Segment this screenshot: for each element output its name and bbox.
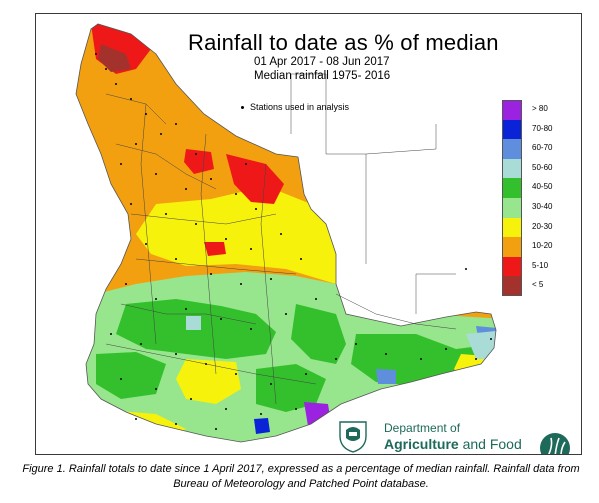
legend-label: 70-80 — [532, 123, 553, 133]
legend-label: 10-20 — [532, 241, 553, 251]
logo-line2-bold: Agriculture — [384, 436, 459, 452]
station-dot-icon — [241, 106, 244, 110]
logo-line2: Agriculture and Food — [384, 436, 522, 452]
date-range: 01 Apr 2017 - 08 Jun 2017 — [254, 56, 390, 68]
legend-swatch — [502, 237, 522, 257]
map-frame: Rainfall to date as % of median 01 Apr 2… — [35, 13, 582, 455]
median-period: Median rainfall 1975- 2016 — [254, 70, 391, 82]
legend-swatch — [502, 197, 522, 218]
legend-label: 5-10 — [532, 260, 549, 270]
legend-swatch — [502, 178, 522, 198]
legend-label: < 5 — [532, 280, 544, 290]
stations-label: Stations used in analysis — [250, 102, 350, 112]
stations-key: Stations used in analysis — [241, 102, 349, 112]
legend-label: 20-30 — [532, 221, 553, 231]
legend-label: 50-60 — [532, 162, 553, 172]
legend-swatch — [502, 100, 522, 120]
legend-label: > 80 — [532, 104, 548, 113]
legend-swatch — [502, 256, 522, 277]
legend-label: 40-50 — [532, 182, 553, 192]
crest-icon — [339, 421, 367, 453]
legend-label: 60-70 — [532, 143, 553, 153]
logo-line1: Department of — [384, 421, 461, 435]
station-dots — [95, 53, 492, 430]
legend-swatch — [502, 158, 522, 179]
legend-swatch — [502, 119, 522, 140]
figure-caption: Figure 1. Rainfall totals to date since … — [22, 463, 580, 490]
district-boundaries — [105, 73, 457, 405]
logo-line2-rest: and Food — [458, 436, 522, 452]
coastline — [75, 23, 497, 443]
dafwa-logo: Department of Agriculture and Food — [336, 418, 576, 454]
legend-label: 30-40 — [532, 201, 553, 211]
map-title: Rainfall to date as % of median — [188, 30, 499, 55]
rainfall-map — [75, 23, 497, 443]
legend-swatch — [502, 139, 522, 159]
wheat-icon — [540, 433, 570, 454]
legend-swatch — [502, 276, 522, 296]
legend-swatch — [502, 217, 522, 238]
